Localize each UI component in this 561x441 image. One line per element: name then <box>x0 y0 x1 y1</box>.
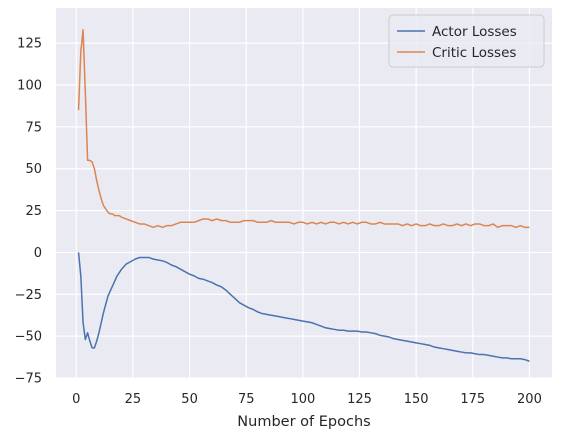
x-tick-label: 125 <box>347 392 372 407</box>
y-tick-label: 125 <box>17 37 42 52</box>
legend-box <box>388 14 545 68</box>
x-tick-label: 75 <box>238 392 255 407</box>
x-tick-label: 50 <box>181 392 198 407</box>
y-tick-labels: −75 −50 −25 0 25 50 75 100 125 <box>15 37 42 387</box>
x-tick-labels: 0 25 50 75 100 125 150 175 200 <box>72 392 542 407</box>
series-layer <box>77 29 530 362</box>
y-tick-label: 0 <box>34 246 42 261</box>
x-tick-label: 175 <box>460 392 485 407</box>
x-tick-label: 200 <box>517 392 542 407</box>
x-tick-label: 150 <box>404 392 429 407</box>
y-tick-label: 50 <box>25 162 42 177</box>
y-tick-label: 75 <box>25 120 42 135</box>
x-axis-title: Number of Epochs <box>237 414 370 430</box>
series-line-actor-losses <box>77 252 530 362</box>
grid-lines <box>56 8 552 379</box>
series-line-critic-losses <box>77 29 530 229</box>
y-tick-label: −50 <box>15 330 42 345</box>
y-tick-label: 100 <box>17 79 42 94</box>
legend-label-critic: Critic Losses <box>432 45 516 61</box>
y-tick-label: −75 <box>15 372 42 387</box>
y-tick-label: −25 <box>15 288 42 303</box>
x-tick-label: 100 <box>290 392 315 407</box>
y-tick-label: 25 <box>25 204 42 219</box>
legend-label-actor: Actor Losses <box>432 24 517 40</box>
plot-background <box>56 8 552 378</box>
x-tick-label: 25 <box>125 392 142 407</box>
legend: Actor Losses Critic Losses <box>388 14 545 68</box>
x-tick-label: 0 <box>72 392 80 407</box>
